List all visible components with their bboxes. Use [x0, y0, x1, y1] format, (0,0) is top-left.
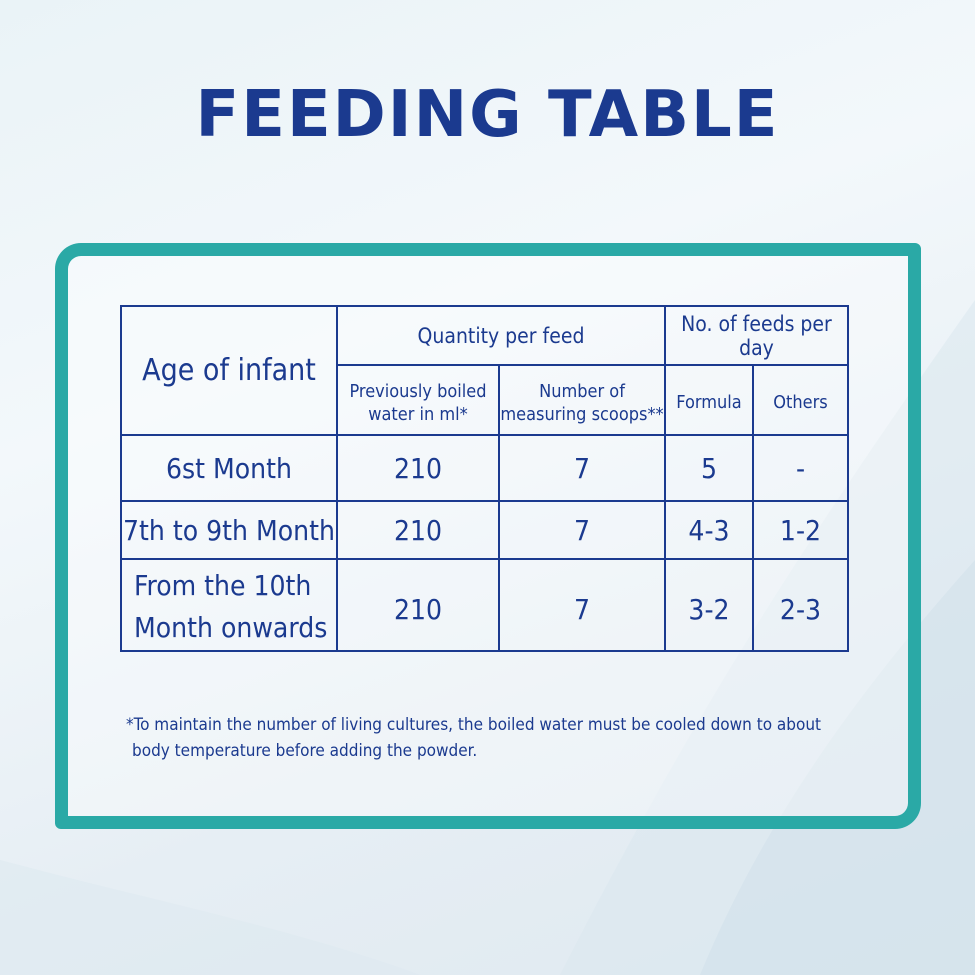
others-cell: 2-3	[752, 558, 849, 652]
formula-cell: 5	[664, 434, 754, 502]
formula-cell: 4-3	[664, 500, 754, 560]
header-formula: Formula	[664, 364, 754, 436]
header-others: Others	[752, 364, 849, 436]
others-cell: -	[752, 434, 849, 502]
header-scoops: Number of measuring scoops**	[498, 364, 666, 436]
footnote-line-2: body temperature before adding the powde…	[132, 741, 478, 762]
footnote-line-1: *To maintain the number of living cultur…	[126, 715, 822, 735]
scoops-cell: 7	[498, 558, 666, 652]
footnote: *To maintain the number of living cultur…	[126, 712, 826, 765]
table-row: From the 10th Month onwards 210 7 3-2 2-…	[120, 558, 849, 652]
others-cell: 1-2	[752, 500, 849, 560]
table-row: 6st Month 210 7 5 -	[120, 434, 849, 502]
age-cell: 6st Month	[120, 434, 338, 502]
header-feeds-per-day: No. of feeds per day	[664, 305, 849, 366]
water-cell: 210	[336, 434, 500, 502]
formula-cell: 3-2	[664, 558, 754, 652]
water-cell: 210	[336, 558, 500, 652]
age-line-2: Month onwards	[134, 611, 328, 644]
header-quantity: Quantity per feed	[336, 305, 666, 366]
age-cell: 7th to 9th Month	[120, 500, 338, 560]
header-age: Age of infant	[120, 305, 338, 436]
header-water: Previously boiled water in ml*	[336, 364, 500, 436]
feeding-table: Age of infant Quantity per feed No. of f…	[120, 305, 849, 652]
age-line-1: From the 10th	[134, 569, 312, 602]
water-cell: 210	[336, 500, 500, 560]
table-row: 7th to 9th Month 210 7 4-3 1-2	[120, 500, 849, 560]
scoops-cell: 7	[498, 500, 666, 560]
age-cell: From the 10th Month onwards	[120, 558, 338, 652]
page-title: FEEDING TABLE	[195, 78, 780, 152]
scoops-cell: 7	[498, 434, 666, 502]
